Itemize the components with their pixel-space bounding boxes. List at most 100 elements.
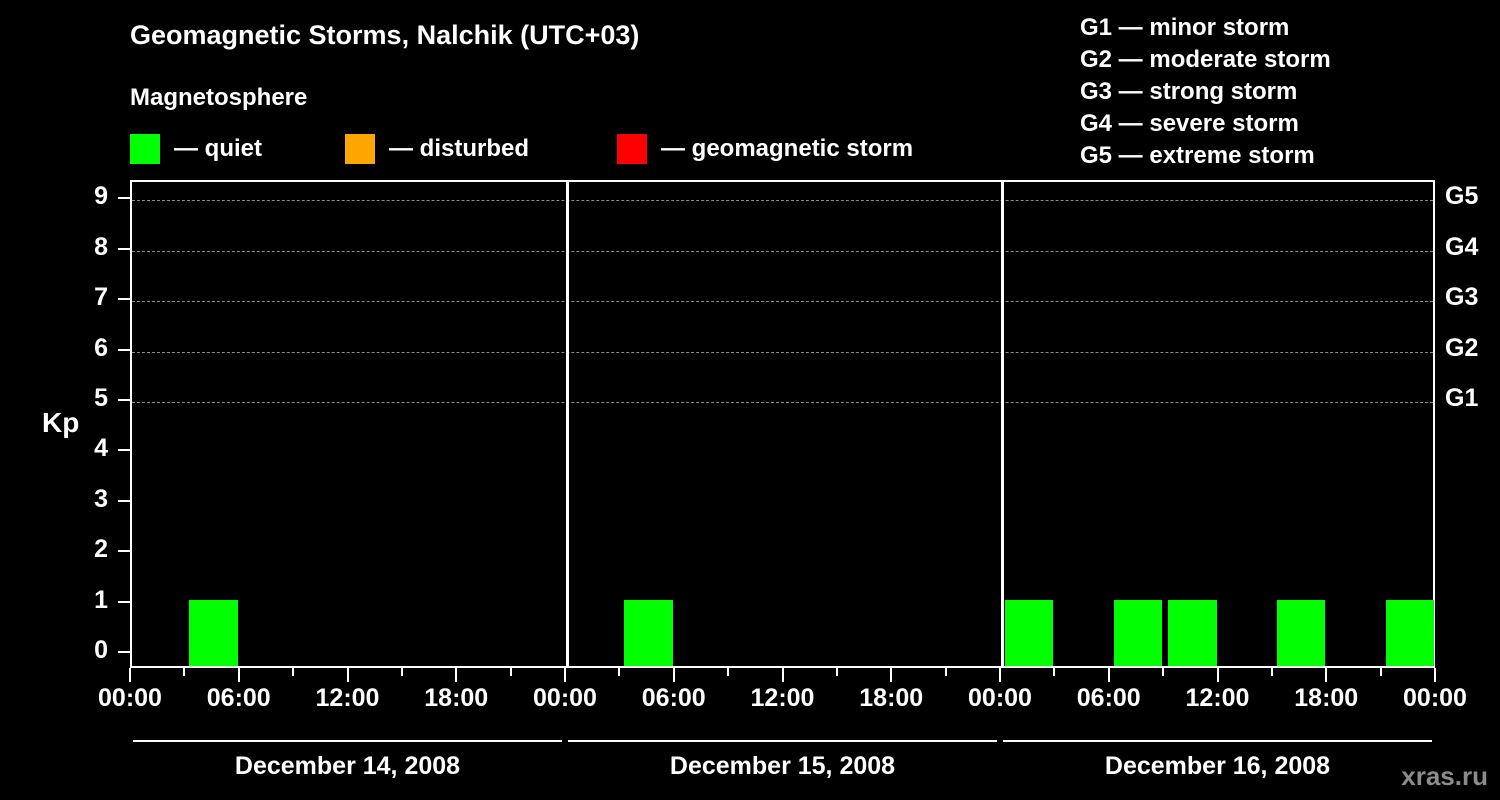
x-axis-label: 06:00 <box>1076 684 1141 712</box>
storm-scale-g1: G1 — minor storm <box>1080 14 1290 41</box>
y-axis-tick <box>118 298 130 301</box>
x-axis-label: 12:00 <box>315 684 380 712</box>
x-axis-tick <box>1270 668 1273 676</box>
x-axis-tick <box>1325 668 1328 682</box>
y-axis-label: 2 <box>94 535 108 564</box>
x-axis-tick <box>944 668 947 676</box>
y-axis-label: 4 <box>94 434 108 463</box>
g-axis-label-g1: G1 <box>1445 384 1479 412</box>
kp-bar <box>1168 599 1217 666</box>
x-axis-label: 00:00 <box>533 684 597 712</box>
x-axis-tick <box>618 668 621 676</box>
x-axis-tick <box>346 668 349 682</box>
x-axis-label: 00:00 <box>98 684 162 712</box>
legend-label: — geomagnetic storm <box>661 135 914 162</box>
gridline-kp6 <box>132 351 1433 353</box>
x-axis-label: 12:00 <box>1185 684 1250 712</box>
x-axis-tick <box>890 668 893 682</box>
page-title: Geomagnetic Storms, Nalchik (UTC+03) <box>130 20 640 50</box>
date-underline <box>133 740 562 742</box>
y-axis-label: 3 <box>94 484 108 513</box>
y-axis-label: 7 <box>94 283 108 312</box>
x-axis-tick <box>455 668 458 682</box>
y-axis-title: Kp <box>42 407 80 439</box>
y-axis-tick <box>118 550 130 553</box>
x-axis-tick <box>727 668 730 676</box>
x-axis-tick <box>1107 668 1110 682</box>
kp-bar <box>189 599 238 666</box>
y-axis-label: 8 <box>94 232 108 261</box>
date-underline <box>568 740 997 742</box>
x-axis-label: 18:00 <box>859 684 924 712</box>
x-axis-label: 18:00 <box>1294 684 1359 712</box>
date-underline <box>1003 740 1432 742</box>
x-axis-tick <box>237 668 240 682</box>
x-axis-tick <box>781 668 784 682</box>
x-axis-tick <box>129 668 131 682</box>
y-axis-tick <box>118 600 130 603</box>
y-axis-label: 1 <box>94 585 108 614</box>
date-label: December 16, 2008 <box>1104 752 1331 780</box>
x-axis-label: 00:00 <box>968 684 1032 712</box>
y-axis-label: 0 <box>94 636 108 664</box>
g-axis-label-g4: G4 <box>1445 232 1479 261</box>
legend-item-quiet: — quiet <box>130 133 262 165</box>
x-axis-label: 06:00 <box>641 684 706 712</box>
g-axis-label-g5: G5 <box>1445 182 1479 211</box>
gridline-kp7 <box>132 301 1433 303</box>
legend-label: — disturbed <box>389 135 530 162</box>
day-separator <box>565 182 569 666</box>
gridline-kp5 <box>132 402 1433 403</box>
x-axis-tick <box>564 668 566 682</box>
kp-bar <box>1113 599 1163 666</box>
y-axis-tick <box>118 651 130 653</box>
legend-item-storm: — geomagnetic storm <box>617 133 913 165</box>
x-axis-label: 00:00 <box>1403 684 1467 712</box>
gridline-kp9 <box>132 200 1433 202</box>
g-axis-label-g2: G2 <box>1445 333 1479 362</box>
storm-scale-g2: G2 — moderate storm <box>1080 46 1331 73</box>
x-axis-tick <box>1162 668 1165 676</box>
x-axis-tick <box>183 668 186 676</box>
day-separator <box>1000 182 1004 666</box>
y-axis-tick <box>118 499 130 502</box>
kp-bar <box>624 599 673 666</box>
g-axis-label-g3: G3 <box>1445 283 1479 312</box>
y-axis-tick <box>118 247 130 250</box>
x-axis-tick <box>672 668 675 682</box>
date-label: December 15, 2008 <box>669 752 896 780</box>
y-axis-tick <box>118 197 130 200</box>
y-axis-tick <box>118 399 130 401</box>
quiet-swatch-icon <box>130 134 160 164</box>
disturbed-swatch-icon <box>345 134 375 164</box>
x-axis-label: 18:00 <box>424 684 489 712</box>
kp-bar <box>1385 599 1434 666</box>
storm-scale-g5: G5 — extreme storm <box>1080 142 1315 169</box>
legend-label: — quiet <box>174 135 262 162</box>
kp-bar <box>1005 599 1054 666</box>
storm-scale-g3: G3 — strong storm <box>1080 78 1298 105</box>
x-axis-tick <box>292 668 295 676</box>
storm-scale-legend: G1 — minor storm G2 — moderate storm G3 … <box>1080 12 1331 172</box>
x-axis-tick <box>1434 668 1436 682</box>
storm-scale-g4: G4 — severe storm <box>1080 110 1299 137</box>
y-axis-tick <box>118 348 130 351</box>
plot-area <box>130 180 1435 668</box>
gridline-kp8 <box>132 250 1433 252</box>
y-axis-label: 9 <box>94 182 108 211</box>
chart-subtitle: Magnetosphere <box>130 84 308 111</box>
x-axis-tick <box>509 668 512 676</box>
x-axis-tick <box>1053 668 1056 676</box>
kp-bar <box>1276 599 1326 666</box>
watermark: xras.ru <box>1401 761 1488 791</box>
x-axis-tick <box>835 668 838 676</box>
y-axis-tick <box>118 449 130 452</box>
storm-swatch-icon <box>617 134 647 164</box>
x-axis-tick <box>1379 668 1382 676</box>
x-axis-tick <box>400 668 403 676</box>
date-label: December 14, 2008 <box>234 752 461 780</box>
y-axis-label: 5 <box>94 384 108 412</box>
x-axis-label: 06:00 <box>206 684 271 712</box>
legend-item-disturbed: — disturbed <box>345 133 529 165</box>
